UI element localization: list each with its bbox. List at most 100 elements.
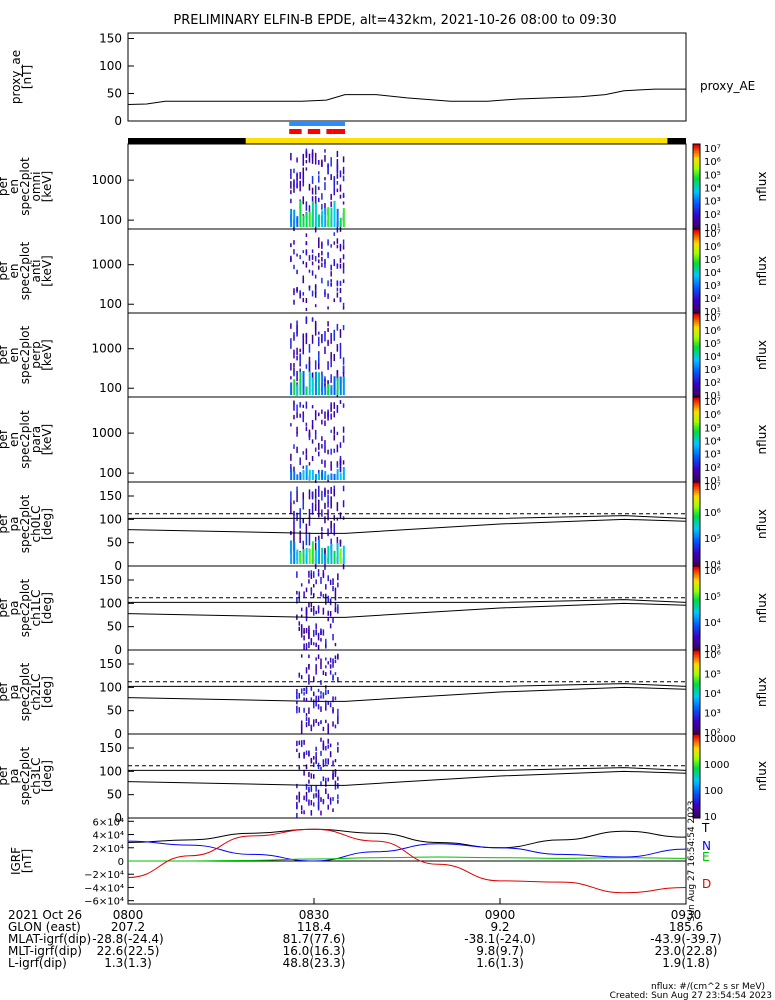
spectrogram-cell [296, 432, 298, 437]
spectrogram-cell [321, 419, 323, 425]
spectrogram-cell [314, 274, 317, 279]
spectrogram-cell [298, 766, 301, 770]
spectrogram-cell [342, 267, 345, 274]
colorbar-6-tick-label: 10⁴ [704, 618, 721, 629]
spectrogram-cell [296, 412, 298, 418]
colorbar-7-swatch [693, 668, 700, 672]
colorbar-5-label: nflux [755, 509, 769, 539]
proxy-ae-frame [127, 32, 687, 122]
colorbar-5-tick-label: 10⁶ [704, 508, 721, 519]
colorbar-2-swatch [693, 275, 700, 278]
spectrogram-ytick-label: 1000 [91, 342, 122, 356]
spectrogram-cell [339, 342, 342, 351]
spectrogram-cell [321, 409, 323, 414]
footer-row-2-value: -38.1(-24.0) [464, 932, 535, 946]
spectrogram-cell [308, 183, 311, 191]
spectrogram-cell [296, 695, 298, 700]
spectrogram-panel-4: elbpefenspec2plotpara[keV] 100 1000 10¹ 10² 1… [0, 396, 769, 487]
igrf-ylabel-line-1: [nT] [20, 849, 34, 873]
colorbar-4-swatch [693, 401, 700, 404]
colorbar-2-swatch [693, 298, 700, 301]
spectrogram-cell [330, 496, 332, 509]
spectrogram-cell [324, 460, 326, 468]
colorbar-5-swatch [693, 482, 700, 485]
spectrogram-cell [299, 290, 301, 294]
colorbar-1-tick-label: 10⁶ [704, 157, 721, 168]
spectrogram-cell [296, 177, 298, 188]
colorbar-8-swatch [693, 736, 700, 739]
spectrogram-cell [334, 672, 337, 676]
footer-row-0-value: 0800 [113, 908, 144, 922]
spectrogram-cell [317, 798, 320, 804]
proxy-ae-line [127, 88, 686, 105]
spectrogram-cell [334, 780, 337, 786]
spectrogram-cell [320, 766, 322, 770]
spectrogram-cell [318, 252, 320, 258]
spectrogram-cell [299, 551, 302, 564]
spectrogram-ylabel-5-line-4: ch0LC [29, 506, 43, 543]
colorbar-7-swatch [693, 662, 700, 666]
colorbar-7-swatch [693, 713, 700, 716]
colorbar-4-swatch [693, 462, 700, 466]
spectrogram-cell [330, 448, 332, 455]
spectrogram-cell [293, 532, 295, 545]
colorbar-2-swatch [693, 241, 700, 245]
spectrogram-cell [311, 334, 314, 344]
footer-row-1-label: GLON (east) [8, 920, 81, 934]
colorbar-3-label: nflux [755, 340, 769, 370]
spectrogram-cell [299, 292, 301, 299]
spectrogram-cell [308, 159, 311, 163]
spectrogram-cell [308, 641, 310, 649]
colorbar-5-swatch [693, 559, 700, 563]
spectrogram-cell [324, 149, 326, 153]
colorbar-4-swatch [693, 409, 700, 413]
colorbar-6-swatch [693, 629, 700, 632]
spectrogram-cell [339, 184, 342, 192]
colorbar-1-swatch [693, 190, 700, 194]
spectrogram-cell [305, 233, 308, 237]
spectrogram-frame-3 [127, 312, 687, 398]
spectrogram-cell [327, 489, 329, 494]
loss-cone-line [127, 602, 687, 618]
spectrogram-ylabel-3-line-3: spec2plot [18, 325, 32, 384]
spectrogram-cell [300, 654, 303, 658]
spectrogram-cell [305, 616, 308, 622]
spectrogram-cell [321, 241, 323, 247]
spectrogram-ylabel-5-line-5: [deg] [40, 508, 54, 540]
spectrogram-cell [322, 629, 325, 636]
colorbar-1-swatch [693, 199, 700, 202]
colorbar-2-swatch [693, 287, 700, 291]
spectrogram-cell [313, 701, 315, 709]
spectrogram-cell [314, 496, 317, 504]
spectrogram-cell [302, 260, 305, 265]
spectrogram-cell [337, 794, 339, 800]
spectrogram-cell [313, 593, 315, 598]
colorbar-4-swatch [693, 452, 700, 455]
spectrogram-cell [300, 810, 303, 814]
spectrogram-cell [313, 642, 315, 646]
spectrogram-cell [308, 532, 311, 546]
colorbar-2-swatch [693, 247, 700, 251]
spectrogram-cell [337, 653, 339, 659]
colorbar-1-swatch [693, 152, 700, 156]
spectrogram-ytick-label: 100 [99, 381, 122, 395]
spectrogram-cell [332, 633, 334, 641]
spectrogram-cell [305, 795, 308, 802]
colorbar-4-tick-label: 10⁶ [704, 410, 721, 421]
colorbar-8-swatch [693, 748, 700, 752]
spectrogram-cell [305, 333, 308, 345]
colorbar-5-swatch [693, 528, 700, 531]
spectrogram-cell [324, 258, 326, 264]
spectrogram-cell [302, 279, 305, 284]
spectrogram-cell [327, 501, 329, 508]
spectrogram-cell [321, 277, 323, 284]
spectrogram-cell [330, 543, 333, 564]
colorbar-4-swatch [693, 411, 700, 415]
spectrogram-cell [318, 352, 320, 363]
spectrogram-cell [305, 465, 308, 480]
spectrogram-cell [329, 797, 332, 801]
spectrogram-ylabel-7: elbpefpaspec2plotch2LC[deg] [0, 662, 54, 721]
spectrogram-cell [321, 159, 323, 167]
igrf-line-T [127, 828, 687, 849]
colorbar-1-swatch [693, 224, 700, 228]
